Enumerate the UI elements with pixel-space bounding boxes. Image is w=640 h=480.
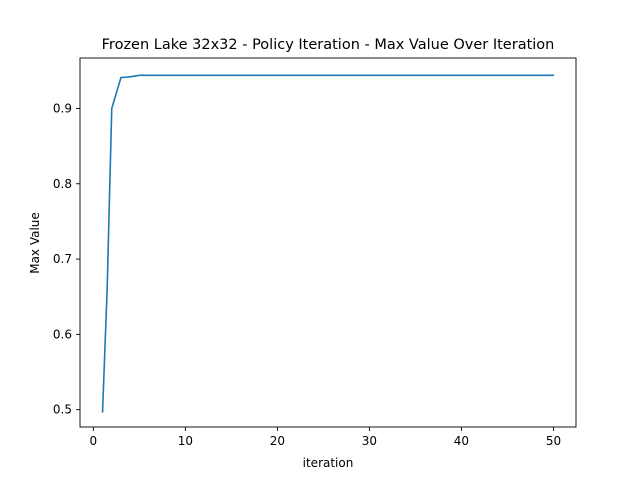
x-tick-label: 0 xyxy=(90,434,98,448)
series-group xyxy=(101,74,555,413)
x-tick-label: 10 xyxy=(178,434,193,448)
chart-title: Frozen Lake 32x32 - Policy Iteration - M… xyxy=(102,37,555,53)
y-axis-ticks: 0.5 0.6 0.7 0.8 0.9 xyxy=(53,101,80,417)
y-tick-label: 0.9 xyxy=(53,101,72,115)
x-axis-ticks: 0 10 20 30 40 50 xyxy=(90,427,561,448)
y-tick-label: 0.6 xyxy=(53,327,72,341)
y-tick-label: 0.5 xyxy=(53,403,72,417)
x-tick-label: 40 xyxy=(454,434,469,448)
x-tick-label: 20 xyxy=(270,434,285,448)
x-tick-label: 30 xyxy=(362,434,377,448)
axes-frame xyxy=(79,57,577,428)
y-axis-label: Max Value xyxy=(28,212,42,274)
y-tick-label: 0.8 xyxy=(53,177,72,191)
plot-area: 0 10 20 30 40 50 0.5 0.6 0.7 0.8 0.9 xyxy=(53,57,577,448)
x-axis-label: iteration xyxy=(303,456,354,470)
y-tick-label: 0.7 xyxy=(53,252,72,266)
x-tick-label: 50 xyxy=(546,434,561,448)
series-line xyxy=(101,74,555,413)
